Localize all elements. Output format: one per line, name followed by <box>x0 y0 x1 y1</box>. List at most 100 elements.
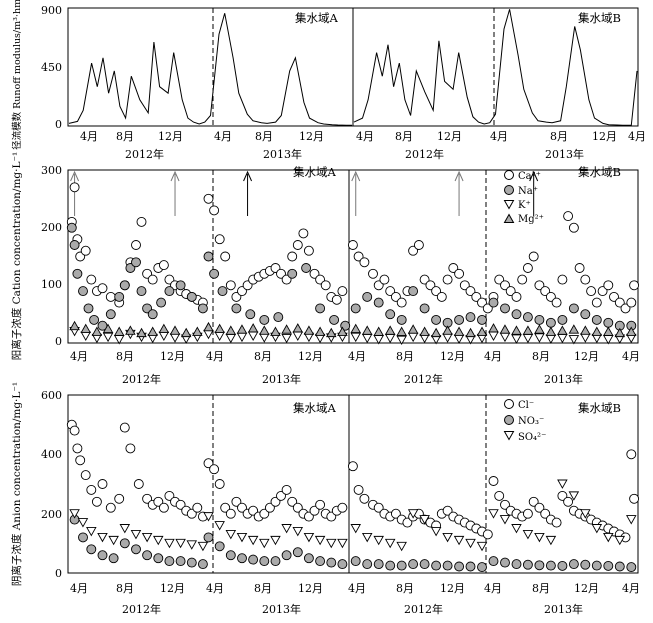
point-cation-na-a-27 <box>287 268 298 279</box>
point-cation-na-b-15 <box>522 312 533 323</box>
anion-points <box>66 419 640 573</box>
point-anion-so-b-9 <box>453 535 465 546</box>
catchment-a-label-cation: 集水域A <box>293 165 336 179</box>
point-cation-ca-b-12 <box>419 274 430 285</box>
point-cation-mg-a-5 <box>125 325 136 335</box>
legend-label-mg: Mg²⁺ <box>518 214 544 225</box>
ytick-anion-0: 0 <box>55 567 62 580</box>
point-anion-so-b-22 <box>603 532 614 543</box>
catchment-a-label-runoff: 集水域A <box>295 11 338 25</box>
point-anion-so-a-4 <box>108 535 119 546</box>
year-cation-4: 2013年 <box>544 372 583 386</box>
point-cation-na-b-22 <box>603 317 614 328</box>
cation-arrows <box>70 170 539 216</box>
point-cation-na-a-25 <box>259 314 270 325</box>
point-cation-mg-b-2 <box>373 326 384 336</box>
point-anion-so-b-15 <box>522 529 534 540</box>
point-cation-na-a-8 <box>114 291 125 302</box>
point-cation-mg-b-19 <box>568 324 580 334</box>
point-anion-so-b-4 <box>396 541 407 552</box>
point-cation-mg-a-19 <box>281 324 292 334</box>
point-cation-na-a-1 <box>69 240 80 250</box>
point-cation-ca-a-5 <box>86 274 97 285</box>
point-cation-mg-a-9 <box>169 325 181 335</box>
point-cation-ca-b-18 <box>454 268 465 279</box>
point-cation-na-b-5 <box>408 286 419 297</box>
point-anion-no-b-24 <box>626 562 637 573</box>
point-cation-ca-b-1 <box>353 251 364 262</box>
point-cation-k-b-0 <box>350 332 362 343</box>
point-cation-k-b-4 <box>396 335 407 346</box>
point-anion-no-a-12 <box>197 559 208 570</box>
point-anion-so-a-1 <box>77 518 89 528</box>
point-cation-ca-a-17 <box>158 260 169 271</box>
legend-label-no3: NO₃⁻ <box>518 416 544 427</box>
point-anion-so-a-7 <box>141 532 153 543</box>
point-anion-so-a-22 <box>303 532 315 543</box>
ytick-runoff-450: 450 <box>41 61 62 74</box>
point-anion-so-b-7 <box>430 527 442 537</box>
point-anion-no-a-20 <box>281 550 292 561</box>
point-anion-cl-b-32 <box>534 502 545 513</box>
legend-marker-no3 <box>504 415 514 425</box>
point-anion-no-a-18 <box>259 556 270 567</box>
point-anion-cl-a-22 <box>192 502 203 513</box>
point-anion-cl-b-16 <box>442 505 453 516</box>
point-cation-ca-b-38 <box>568 222 579 233</box>
point-anion-so-a-23 <box>314 535 326 546</box>
point-anion-cl-a-35 <box>264 502 275 513</box>
point-cation-mg-b-12 <box>488 323 499 333</box>
year-anion-3: 2012年 <box>404 602 443 616</box>
point-cation-mg-b-22 <box>603 326 614 336</box>
point-cation-ca-b-35 <box>551 297 562 308</box>
ytick-cation-100: 100 <box>41 278 62 291</box>
point-anion-cl-a-40 <box>292 502 303 513</box>
point-cation-ca-a-26 <box>209 205 220 216</box>
point-cation-na-b-19 <box>568 303 579 314</box>
point-cation-k-b-22 <box>603 335 614 345</box>
catchment-b-label-runoff: 集水域B <box>578 11 621 25</box>
point-cation-na-b-2 <box>373 297 384 308</box>
xtick-anion-aug-4: 8月 <box>532 582 550 595</box>
point-cation-na-b-10 <box>465 312 476 323</box>
point-cation-ca-b-23 <box>482 303 493 314</box>
point-anion-cl-a-30 <box>237 502 247 513</box>
point-cation-ca-a-29 <box>225 280 236 291</box>
point-cation-na-a-18 <box>186 291 197 302</box>
point-anion-cl-a-39 <box>287 496 298 507</box>
legend-anion: Cl⁻ NO₃⁻ SO₄²⁻ <box>503 399 546 443</box>
point-cation-na-a-4 <box>83 303 94 314</box>
point-cation-na-a-12 <box>136 286 147 297</box>
panel-anion: 600 400 200 0 阴离子浓度 Anion concentration/… <box>10 382 640 616</box>
point-anion-cl-a-28 <box>225 508 236 519</box>
point-anion-so-a-5 <box>119 524 131 534</box>
point-anion-cl-a-48 <box>337 502 348 513</box>
point-anion-no-b-14 <box>511 559 522 570</box>
point-anion-so-b-5 <box>407 509 419 519</box>
point-anion-so-b-12 <box>488 509 499 519</box>
ytick-cation-0: 0 <box>55 335 62 348</box>
point-anion-so-a-17 <box>247 535 259 546</box>
point-cation-ca-b-41 <box>586 286 597 297</box>
legend-marker-k <box>503 200 515 210</box>
point-cation-na-a-15 <box>156 297 167 308</box>
point-cation-mg-a-14 <box>225 325 237 335</box>
runoff-lines <box>68 9 638 126</box>
point-cation-na-a-28 <box>301 263 312 273</box>
point-cation-mg-a-24 <box>337 326 348 336</box>
point-cation-mg-a-23 <box>325 327 337 338</box>
point-anion-no-b-23 <box>614 561 625 572</box>
point-anion-no-b-2 <box>373 559 384 570</box>
xtick-cation-apr-1: 4月 <box>70 350 88 363</box>
point-anion-no-b-21 <box>591 560 602 571</box>
point-cation-mg-b-6 <box>419 326 430 336</box>
point-anion-no-a-25 <box>337 559 348 570</box>
point-anion-no-a-14 <box>214 541 225 552</box>
point-anion-so-a-3 <box>97 532 108 543</box>
xtick-anion-dec-2: 12月 <box>298 582 323 595</box>
point-anion-so-a-11 <box>186 540 198 550</box>
point-cation-na-b-12 <box>488 297 499 308</box>
xtick-runoff-aug-2: 8月 <box>255 130 273 143</box>
point-cation-ca-b-43 <box>597 286 608 297</box>
point-cation-mg-a-1 <box>80 323 92 334</box>
